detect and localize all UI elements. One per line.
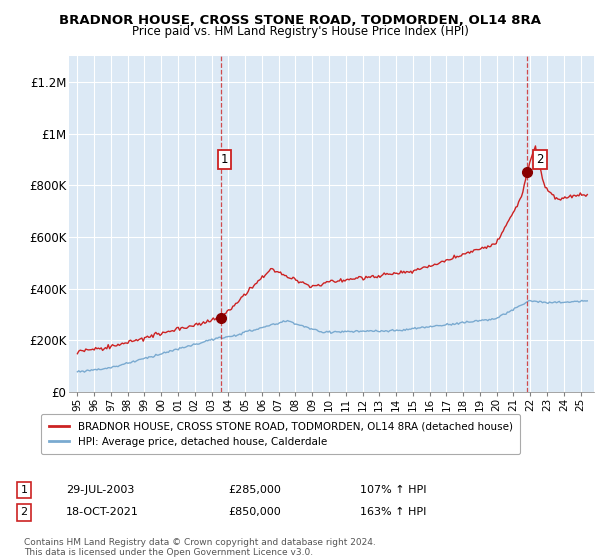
Text: 1: 1 [221,153,228,166]
Text: 107% ↑ HPI: 107% ↑ HPI [360,485,427,495]
Text: 18-OCT-2021: 18-OCT-2021 [66,507,139,517]
Legend: BRADNOR HOUSE, CROSS STONE ROAD, TODMORDEN, OL14 8RA (detached house), HPI: Aver: BRADNOR HOUSE, CROSS STONE ROAD, TODMORD… [41,414,520,454]
Text: Price paid vs. HM Land Registry's House Price Index (HPI): Price paid vs. HM Land Registry's House … [131,25,469,38]
Text: 2: 2 [20,507,28,517]
Text: 1: 1 [20,485,28,495]
Text: 163% ↑ HPI: 163% ↑ HPI [360,507,427,517]
Text: 29-JUL-2003: 29-JUL-2003 [66,485,134,495]
Text: £285,000: £285,000 [228,485,281,495]
Text: BRADNOR HOUSE, CROSS STONE ROAD, TODMORDEN, OL14 8RA: BRADNOR HOUSE, CROSS STONE ROAD, TODMORD… [59,14,541,27]
Text: Contains HM Land Registry data © Crown copyright and database right 2024.
This d: Contains HM Land Registry data © Crown c… [24,538,376,557]
Text: £850,000: £850,000 [228,507,281,517]
Text: 2: 2 [536,153,544,166]
